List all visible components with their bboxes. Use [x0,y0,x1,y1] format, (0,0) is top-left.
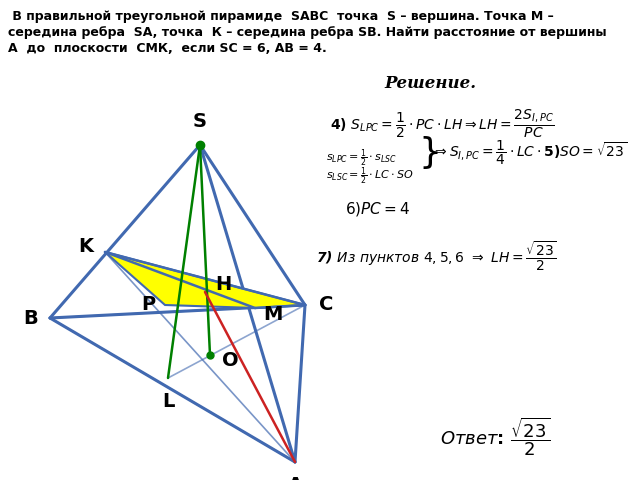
Text: В правильной треугольной пирамиде  SABC  точка  S – вершина. Точка М –: В правильной треугольной пирамиде SABC т… [8,10,554,23]
Text: C: C [319,296,333,314]
Text: }: } [418,136,441,170]
Text: $s_{LPC}=\frac{1}{2} \cdot s_{LSC}$: $s_{LPC}=\frac{1}{2} \cdot s_{LSC}$ [326,148,397,169]
Text: $s_{LSC}=\frac{1}{2} \cdot LC \cdot SO$: $s_{LSC}=\frac{1}{2} \cdot LC \cdot SO$ [326,166,414,188]
Text: M: M [263,304,282,324]
Text: $\mathit{Ответ}$: $\dfrac{\sqrt{23}}{2}$: $\mathit{Ответ}$: $\dfrac{\sqrt{23}}{2}$ [440,415,550,458]
Text: L: L [162,392,174,411]
Text: Решение.: Решение. [384,75,476,92]
Text: S: S [193,112,207,131]
Text: $\Rightarrow S_{I,PC} = \dfrac{1}{4} \cdot LC \cdot \mathbf{5)}SO = \sqrt{23}$: $\Rightarrow S_{I,PC} = \dfrac{1}{4} \cd… [432,139,627,167]
Text: P: P [141,296,155,314]
Text: O: O [222,351,239,371]
Text: 4) $S_{LPC} = \dfrac{1}{2} \cdot PC \cdot LH \Rightarrow LH = \dfrac{2S_{I,PC}}{: 4) $S_{LPC} = \dfrac{1}{2} \cdot PC \cdo… [330,108,554,140]
Text: середина ребра  SA, точка  К – середина ребра SB. Найти расстояние от вершины: середина ребра SA, точка К – середина ре… [8,26,607,39]
Text: B: B [23,309,38,327]
Text: 7) $\mathit{Из\ пунктов\ 4,5,6}$ $\Rightarrow$ $LH = \dfrac{\sqrt{23}}{2}$: 7) $\mathit{Из\ пунктов\ 4,5,6}$ $\Right… [316,240,557,273]
Text: K: K [78,237,93,255]
Text: А  до  плоскости  СМК,  если SC = 6, AB = 4.: А до плоскости СМК, если SC = 6, AB = 4. [8,42,327,55]
Text: H: H [215,275,231,293]
Text: $\mathit{6)PC=4}$: $\mathit{6)PC=4}$ [345,200,410,218]
Polygon shape [105,252,305,308]
Text: A: A [287,476,303,480]
